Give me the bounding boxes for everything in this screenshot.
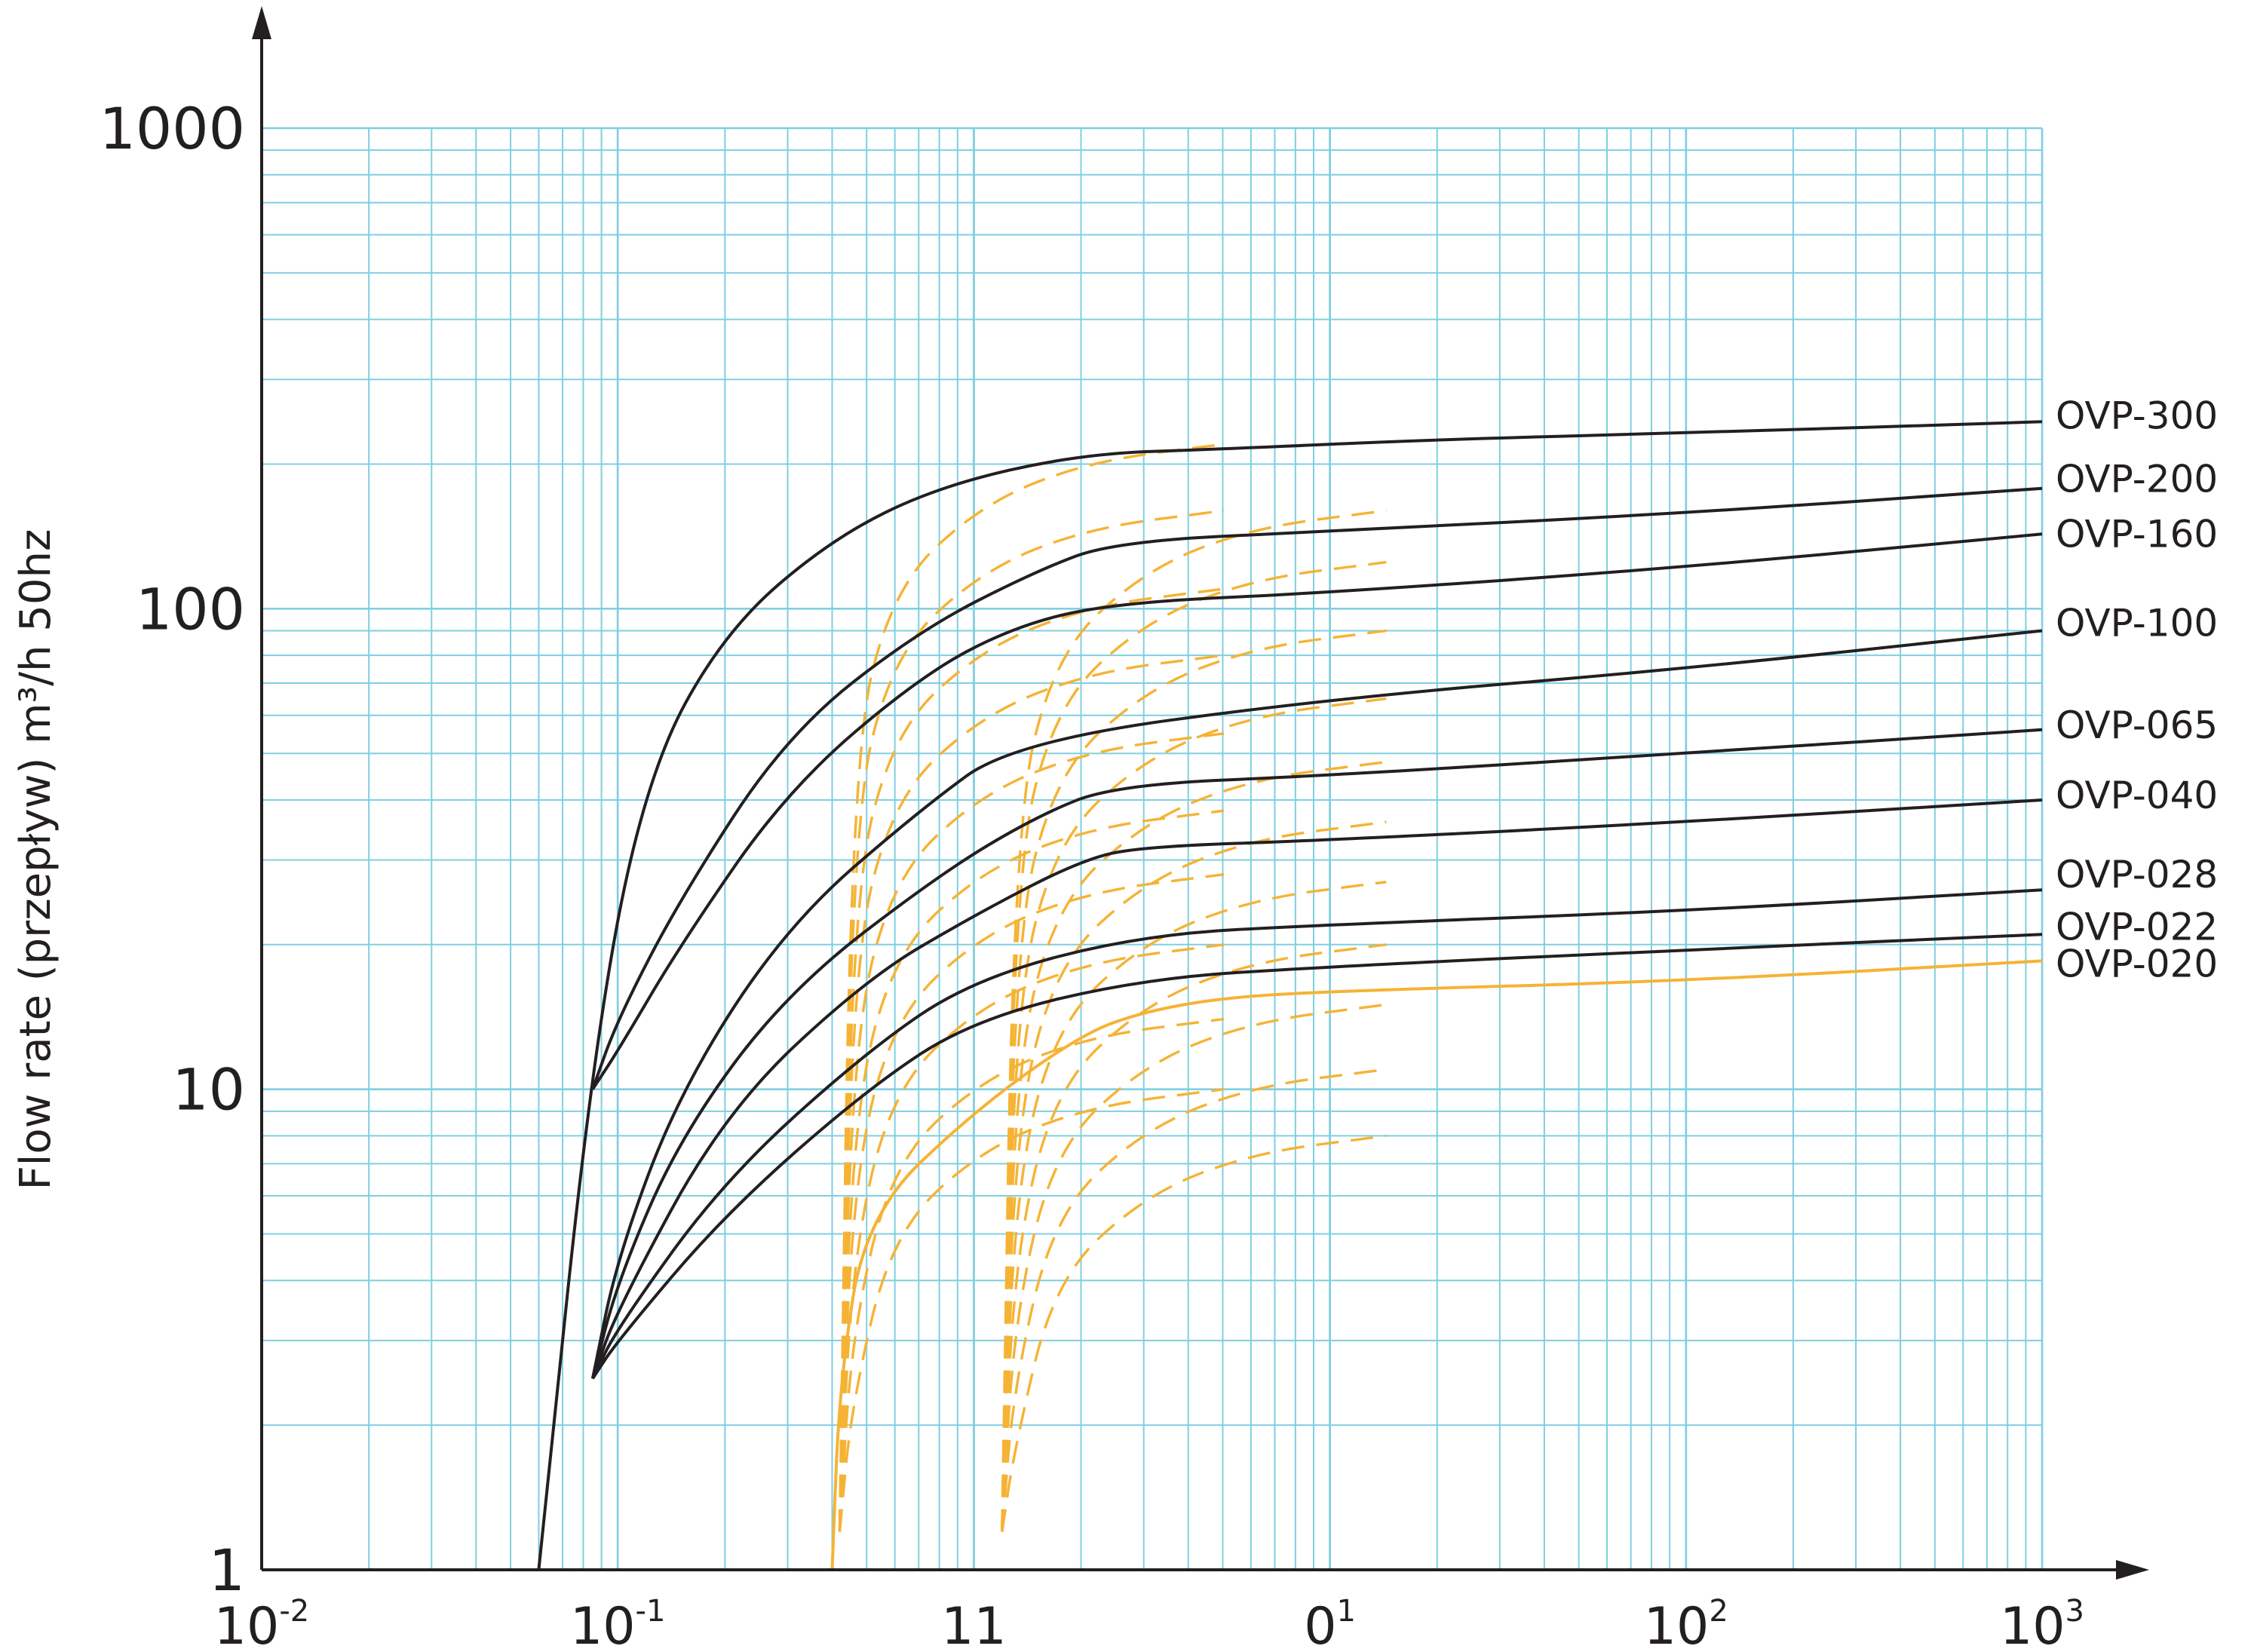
dashed-curve [1001,560,1387,1532]
series-label-ovp-022: OVP-022 [2056,905,2218,949]
series-label-ovp-300: OVP-300 [2056,394,2218,437]
x-tick-label: 11 [941,1597,1007,1652]
y-tick-labels: 1 10 100 1000 [100,95,245,1604]
dashed-curve [838,809,1225,1532]
x-tick-label: 102 [1644,1594,1728,1652]
chart-axes [252,6,2149,1580]
series-line-ovp-300 [537,420,2043,1571]
series-line-ovp-040 [591,798,2043,1380]
dashed-curve [1001,629,1387,1532]
dashed-curve [1001,697,1387,1532]
x-tick-labels: 10-2 10-1 11 01 102 103 [214,1594,2084,1652]
y-axis-arrow [252,6,271,39]
dashed-curve [838,654,1225,1532]
series-label-ovp-065: OVP-065 [2056,703,2218,747]
series-line-ovp-065 [590,728,2043,1379]
chart-grid [262,127,2044,1570]
series-label-ovp-160: OVP-160 [2056,512,2218,556]
series-label-ovp-040: OVP-040 [2056,774,2218,817]
series-line-ovp-020 [830,959,2043,1571]
x-tick-label: 10-1 [570,1594,665,1652]
pump-operating-curves [838,443,1387,1532]
series-label-ovp-200: OVP-200 [2056,458,2218,501]
dashed-curve [838,1088,1225,1532]
series-line-ovp-100 [590,629,2043,1379]
dashed-curve [838,443,1225,1532]
dashed-curve [838,509,1225,1532]
dashed-curve [1001,760,1387,1532]
x-axis-arrow [2116,1560,2149,1580]
dashed-curve [838,873,1225,1532]
series-label-ovp-100: OVP-100 [2056,601,2218,645]
x-tick-label: 10-2 [214,1594,309,1652]
x-tick-label: 01 [1304,1594,1356,1652]
y-axis-label: Flow rate (przepływ) m³/h 50hz [11,529,60,1191]
dashed-curve [1001,1068,1387,1532]
series-line-ovp-028 [591,888,2043,1380]
series-line-ovp-200 [591,486,2043,1090]
x-tick-label: 103 [2000,1594,2084,1652]
series-label-ovp-028: OVP-028 [2056,853,2218,896]
dashed-curve [1001,820,1387,1532]
y-tick-label: 1 [209,1537,245,1604]
series-line-ovp-160 [591,532,2043,1090]
y-tick-label: 100 [136,575,245,642]
series-label-ovp-020: OVP-020 [2056,942,2218,985]
y-tick-label: 10 [172,1056,245,1123]
dashed-curve [838,732,1225,1532]
series-labels: OVP-300 OVP-200 OVP-160 OVP-100 OVP-065 OVP-0… [2056,394,2218,985]
dashed-curve [1001,943,1387,1532]
dashed-curve [1001,1003,1387,1532]
series-line-ovp-022 [591,933,2043,1380]
series-curves [537,420,2043,1571]
dashed-curve [1001,1134,1387,1532]
dashed-curve [1001,509,1387,1532]
dashed-curve [1001,881,1387,1532]
y-tick-label: 1000 [100,95,245,162]
dashed-curve [838,1017,1225,1532]
